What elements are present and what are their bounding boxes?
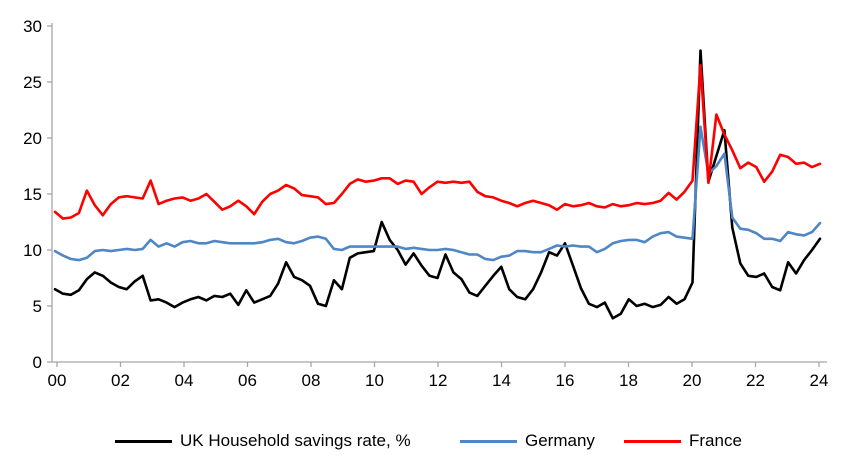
legend-label-germany: Germany xyxy=(525,431,595,450)
legend-label-uk: UK Household savings rate, % xyxy=(180,431,411,450)
x-tick-label: 18 xyxy=(619,371,638,390)
x-tick-label: 22 xyxy=(746,371,765,390)
y-tick-label: 5 xyxy=(33,297,42,316)
y-tick-label: 30 xyxy=(23,17,42,36)
series-line-germany xyxy=(53,125,822,262)
france-line-swatch xyxy=(624,439,681,443)
legend-item-france: France xyxy=(624,431,742,451)
legend-item-germany: Germany xyxy=(460,431,595,451)
legend-item-uk: UK Household savings rate, % xyxy=(115,431,411,451)
chart-legend: UK Household savings rate, % Germany Fra… xyxy=(0,431,852,455)
series-line-france xyxy=(53,63,822,220)
x-tick-label: 20 xyxy=(683,371,702,390)
x-tick-label: 02 xyxy=(111,371,130,390)
uk-line-swatch xyxy=(115,439,172,443)
x-tick-label: 16 xyxy=(556,371,575,390)
legend-label-france: France xyxy=(689,431,742,450)
y-tick-label: 15 xyxy=(23,185,42,204)
x-tick-label: 00 xyxy=(48,371,67,390)
y-tick-label: 25 xyxy=(23,73,42,92)
series-line-uk xyxy=(53,49,822,320)
y-tick-label: 20 xyxy=(23,129,42,148)
x-tick-label: 10 xyxy=(365,371,384,390)
plot-area: 0 5 10 15 20 25 30 00 02 04 06 08 10 12 14 16 18 20 22 24 xyxy=(23,17,829,390)
y-tick-label: 10 xyxy=(23,241,42,260)
x-tick-label: 14 xyxy=(492,371,511,390)
germany-line-swatch xyxy=(460,439,517,443)
x-tick-label: 24 xyxy=(810,371,829,390)
x-tick-label: 06 xyxy=(238,371,257,390)
y-tick-label: 0 xyxy=(33,353,42,372)
x-tick-label: 08 xyxy=(302,371,321,390)
x-tick-label: 12 xyxy=(429,371,448,390)
x-tick-label: 04 xyxy=(175,371,194,390)
